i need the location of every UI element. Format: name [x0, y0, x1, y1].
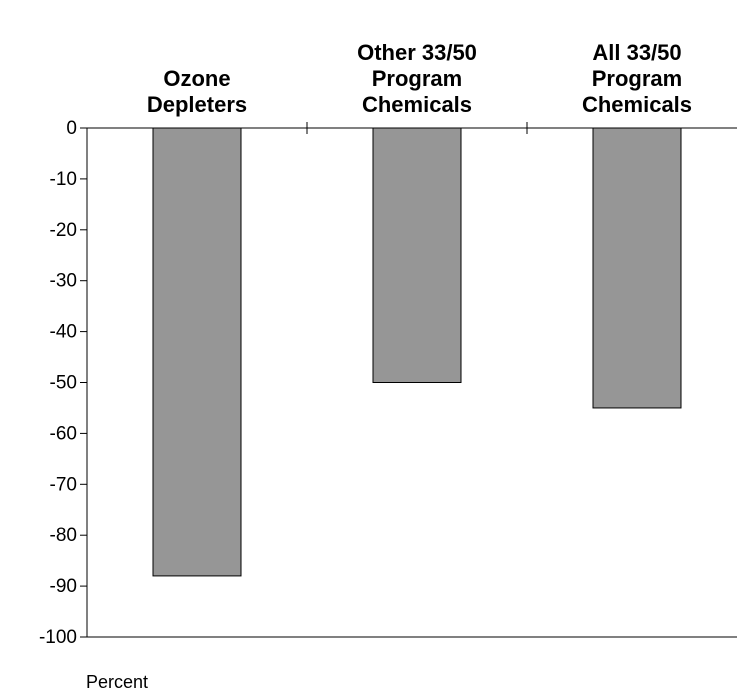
y-tick-label: -30 — [50, 271, 77, 292]
category-label: Other 33/50 Program Chemicals — [357, 40, 477, 117]
y-tick-label: 0 — [66, 118, 77, 139]
y-tick-label: -90 — [50, 576, 77, 597]
y-tick-label: -10 — [50, 169, 77, 190]
y-tick-label: -40 — [50, 322, 77, 343]
y-tick-label: -60 — [50, 423, 77, 444]
y-tick-label: -50 — [50, 373, 77, 394]
bar — [152, 127, 242, 577]
bar — [592, 127, 682, 409]
y-tick-label: -100 — [39, 627, 77, 648]
y-tick-label: -20 — [50, 220, 77, 241]
y-tick-label: -80 — [50, 525, 77, 546]
y-tick-label: -70 — [50, 474, 77, 495]
bar — [372, 127, 462, 383]
category-label: Ozone Depleters — [146, 66, 248, 117]
category-label: All 33/50 Program Chemicals — [581, 40, 693, 117]
y-axis-label: Percent — [86, 672, 149, 692]
